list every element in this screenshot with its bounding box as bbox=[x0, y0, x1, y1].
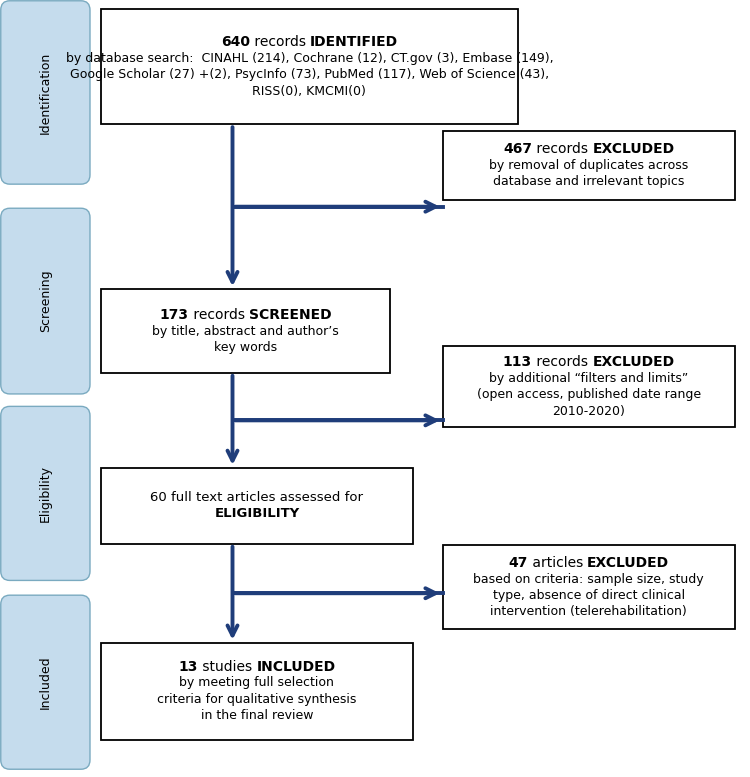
Text: 60 full text articles assessed for: 60 full text articles assessed for bbox=[150, 491, 363, 504]
Text: by meeting full selection: by meeting full selection bbox=[179, 677, 334, 689]
Text: 113: 113 bbox=[503, 355, 532, 369]
Text: Screening: Screening bbox=[39, 270, 52, 333]
Text: IDENTIFIED: IDENTIFIED bbox=[310, 35, 398, 50]
Text: criteria for qualitative synthesis: criteria for qualitative synthesis bbox=[158, 693, 356, 706]
Text: articles: articles bbox=[527, 556, 587, 570]
Text: studies: studies bbox=[198, 660, 256, 674]
Text: RISS(0), KMCMI(0): RISS(0), KMCMI(0) bbox=[253, 85, 366, 98]
Text: records: records bbox=[532, 142, 592, 156]
Text: records: records bbox=[532, 355, 592, 369]
Text: Included: Included bbox=[39, 655, 52, 709]
Text: Identification: Identification bbox=[39, 51, 52, 134]
Text: database and irrelevant topics: database and irrelevant topics bbox=[493, 176, 685, 188]
Text: records: records bbox=[250, 35, 310, 50]
FancyBboxPatch shape bbox=[442, 545, 735, 629]
Text: 173: 173 bbox=[160, 308, 189, 322]
Text: EXCLUDED: EXCLUDED bbox=[587, 556, 669, 570]
Text: records: records bbox=[189, 308, 249, 322]
Text: SCREENED: SCREENED bbox=[249, 308, 332, 322]
Text: 47: 47 bbox=[509, 556, 527, 570]
FancyBboxPatch shape bbox=[1, 208, 90, 394]
Text: type, absence of direct clinical: type, absence of direct clinical bbox=[493, 589, 685, 602]
Text: in the final review: in the final review bbox=[201, 709, 314, 722]
FancyBboxPatch shape bbox=[101, 643, 412, 740]
Text: intervention (telerehabilitation): intervention (telerehabilitation) bbox=[490, 605, 687, 618]
FancyBboxPatch shape bbox=[101, 9, 518, 124]
Text: by title, abstract and author’s: by title, abstract and author’s bbox=[152, 325, 339, 337]
Text: 467: 467 bbox=[503, 142, 532, 156]
Text: 640: 640 bbox=[220, 35, 250, 50]
Text: by removal of duplicates across: by removal of duplicates across bbox=[489, 159, 688, 172]
FancyBboxPatch shape bbox=[1, 406, 90, 580]
Text: by additional “filters and limits”: by additional “filters and limits” bbox=[489, 372, 688, 385]
FancyBboxPatch shape bbox=[101, 468, 412, 544]
FancyBboxPatch shape bbox=[1, 1, 90, 184]
FancyBboxPatch shape bbox=[442, 346, 735, 427]
Text: Eligibility: Eligibility bbox=[39, 465, 52, 522]
Text: Google Scholar (27) +(2), PsycInfo (73), PubMed (117), Web of Science (43),: Google Scholar (27) +(2), PsycInfo (73),… bbox=[70, 68, 549, 82]
Text: ELIGIBILITY: ELIGIBILITY bbox=[214, 507, 299, 521]
Text: key words: key words bbox=[214, 341, 278, 354]
FancyBboxPatch shape bbox=[101, 289, 390, 373]
FancyBboxPatch shape bbox=[1, 595, 90, 769]
Text: 2010-2020): 2010-2020) bbox=[552, 405, 626, 417]
Text: by database search:  CINAHL (214), Cochrane (12), CT.gov (3), Embase (149),: by database search: CINAHL (214), Cochra… bbox=[65, 52, 554, 65]
Text: 13: 13 bbox=[178, 660, 198, 674]
FancyBboxPatch shape bbox=[442, 131, 735, 200]
Text: (open access, published date range: (open access, published date range bbox=[477, 388, 700, 401]
Text: EXCLUDED: EXCLUDED bbox=[592, 142, 674, 156]
Text: INCLUDED: INCLUDED bbox=[256, 660, 335, 674]
Text: EXCLUDED: EXCLUDED bbox=[592, 355, 674, 369]
Text: based on criteria: sample size, study: based on criteria: sample size, study bbox=[473, 573, 704, 586]
